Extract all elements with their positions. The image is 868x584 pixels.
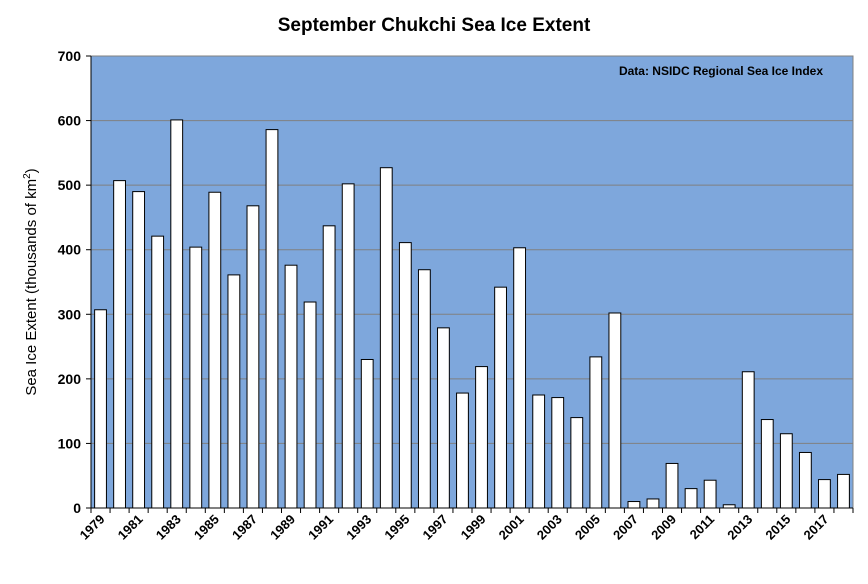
bar-1982 [151,235,165,509]
bar-1991 [322,225,336,509]
bar-2006 [608,312,622,509]
x-tick-label: 1987 [229,512,260,543]
x-tick-label: 2005 [572,512,603,543]
x-tick-label: 1985 [191,512,222,543]
bar-1998 [456,392,469,509]
x-tick-label: 1989 [267,512,298,543]
bar-2001 [513,247,527,509]
bar-1981 [132,191,146,509]
x-tick-label: 1995 [381,512,412,543]
bar-2017 [818,479,831,509]
y-tick-label: 700 [58,48,82,64]
bar-2003 [551,397,565,509]
y-tick-label: 300 [58,306,82,322]
bar-2004 [570,417,584,509]
bar-1990 [303,301,317,509]
bar-1997 [437,327,450,509]
bar-1994 [379,167,393,509]
bar-1986 [227,274,241,509]
bar-2009 [665,462,679,509]
bar-2005 [589,356,603,509]
y-axis-label-close: ) [23,168,40,173]
bar-2013 [741,371,755,509]
bar-1999 [475,366,488,509]
y-ticks: 0 100 200 300 400 500 600 700 [58,48,91,516]
x-tick-label: 1997 [419,512,450,543]
bar-2010 [684,488,698,509]
x-tick-label: 1979 [77,512,108,543]
bar-1985 [208,191,222,509]
bar-2000 [494,286,507,509]
y-tick-label: 0 [73,500,81,516]
bar-2002 [532,394,546,509]
x-tick-label: 1999 [458,512,489,543]
bar-1988 [265,129,279,509]
x-tick-label: 2015 [762,512,793,543]
x-ticks: 1979 1981 1983 1985 1987 1989 1991 1993 1995 1997… [77,508,854,543]
x-tick-label: 1991 [305,512,336,543]
bar-1987 [246,205,260,509]
bar-2015 [779,433,793,509]
bar-2011 [703,479,717,509]
x-tick-label: 2001 [496,512,527,543]
x-tick-label: 1983 [153,512,184,543]
x-tick-label: 2003 [534,512,565,543]
y-tick-label: 400 [58,242,82,258]
y-tick-label: 200 [58,371,82,387]
bar-2008 [646,498,660,509]
y-axis-label: Sea Ice Extent (thousands of km2) [22,168,40,395]
bar-1980 [113,180,126,509]
chart-title: September Chukchi Sea Ice Extent [278,15,591,36]
x-tick-label: 2011 [687,512,718,543]
bar-1993 [360,358,374,509]
y-axis-label-sup: 2 [22,173,33,179]
bar-1989 [284,264,298,509]
x-tick-label: 2013 [724,512,755,543]
plot-area [90,55,854,509]
bar-2014 [760,419,774,509]
bar-1984 [189,246,203,509]
y-axis-label-main: Sea Ice Extent (thousands of km [23,179,40,396]
bar-2016 [798,451,812,509]
x-tick-label: 1981 [115,512,146,543]
x-tick-label: 2009 [648,512,679,543]
data-source-annotation: Data: NSIDC Regional Sea Ice Index [619,64,823,78]
bar-1996 [417,269,431,509]
x-tick-label: 2017 [800,512,831,543]
x-tick-label: 2007 [610,512,641,543]
bar-1983 [170,119,184,509]
bar-1992 [341,183,355,509]
bar-1995 [398,242,412,509]
bar-1979 [94,309,107,509]
y-tick-label: 600 [58,113,82,129]
y-tick-label: 100 [58,435,82,451]
x-tick-label: 1993 [343,512,374,543]
bar-2007 [627,501,641,509]
y-tick-label: 500 [58,177,82,193]
bar-2018 [837,473,850,509]
